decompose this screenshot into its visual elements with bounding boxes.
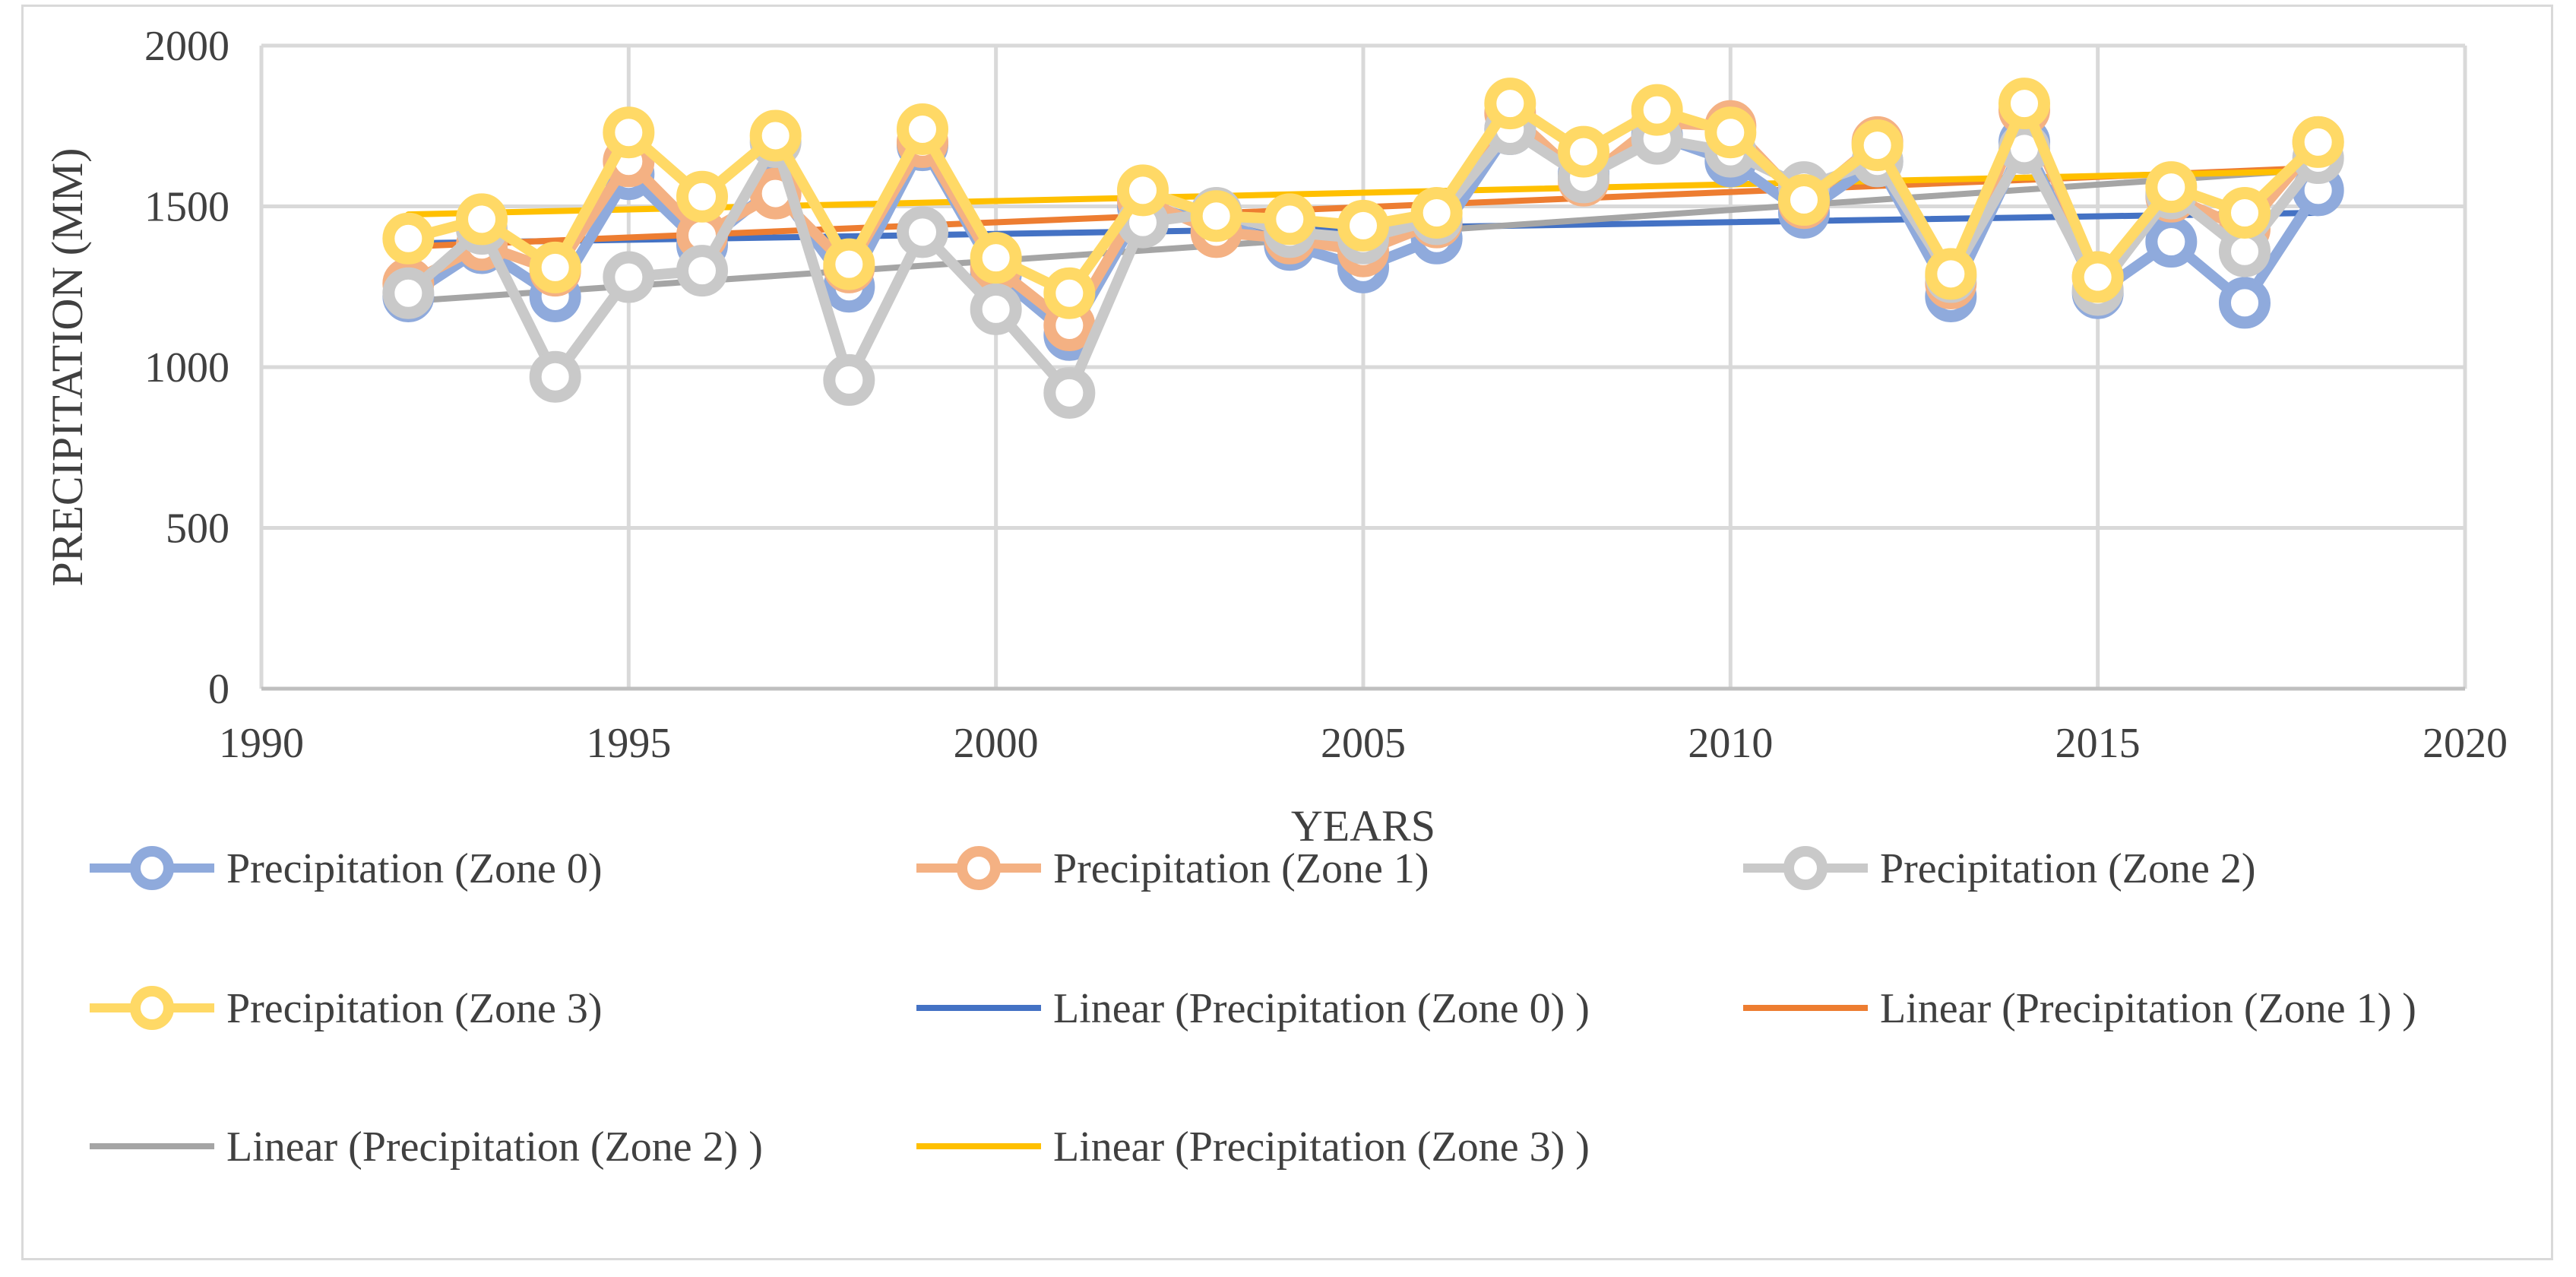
y-tick-label: 1500 — [144, 184, 229, 231]
legend-label: Precipitation (Zone 3) — [226, 985, 603, 1032]
data-point-zone-2 — [603, 251, 655, 303]
data-point-zone-2 — [823, 353, 875, 406]
data-point-zone-3 — [1190, 190, 1242, 242]
series-zone-3 — [382, 78, 2344, 319]
legend-label: Linear (Precipitation (Zone 2) ) — [226, 1123, 763, 1171]
data-point-zone-3 — [1337, 199, 1389, 252]
y-tick-label: 500 — [166, 505, 229, 553]
data-point-zone-3 — [1704, 106, 1757, 159]
legend-item: Precipitation (Zone 3) — [90, 985, 603, 1032]
data-point-zone-2 — [676, 245, 728, 297]
legend-item: Linear (Precipitation (Zone 3) ) — [916, 1123, 1590, 1171]
data-point-zone-2 — [897, 206, 948, 258]
data-point-zone-2 — [1043, 366, 1096, 419]
data-point-zone-3 — [1998, 78, 2050, 130]
x-tick-label: 2005 — [1321, 720, 1406, 767]
legend-item: Linear (Precipitation (Zone 2) ) — [90, 1123, 763, 1171]
x-axis-title: YEARS — [1291, 801, 1435, 851]
data-point-zone-3 — [1410, 186, 1463, 239]
data-point-zone-3 — [970, 232, 1022, 284]
legend-item: Linear (Precipitation (Zone 0) ) — [916, 985, 1590, 1032]
data-point-zone-3 — [1851, 119, 1904, 172]
x-tick-label: 2000 — [954, 720, 1039, 767]
legend-label: Precipitation (Zone 0) — [226, 845, 603, 892]
y-tick-label: 0 — [208, 666, 229, 713]
tick-labels: 0 500 1000 1500 2000 1990 1995 2000 2005 2010 2015… — [144, 23, 2508, 767]
data-point-zone-3 — [2145, 161, 2198, 214]
data-point-zone-0 — [2145, 216, 2198, 268]
x-tick-label: 1990 — [219, 720, 304, 767]
data-point-zone-3 — [1778, 174, 1830, 227]
y-tick-label: 1000 — [144, 344, 229, 391]
grid-lines — [259, 43, 2467, 691]
data-point-zone-3 — [456, 193, 508, 246]
legend: Precipitation (Zone 0) Precipitation (Zon… — [90, 845, 2416, 1171]
data-point-zone-3 — [1925, 248, 1977, 300]
data-point-zone-3 — [2071, 251, 2124, 303]
data-point-zone-3 — [1631, 84, 1683, 136]
legend-swatch-marker — [130, 846, 174, 890]
data-point-zone-3 — [2292, 116, 2344, 168]
data-point-zone-3 — [603, 106, 655, 159]
data-point-zone-3 — [382, 212, 435, 265]
data-point-zone-0 — [2219, 277, 2271, 329]
legend-swatch-marker — [1783, 846, 1828, 890]
data-point-zone-3 — [823, 238, 875, 290]
data-point-zone-3 — [1484, 78, 1536, 130]
data-point-zone-3 — [676, 170, 728, 223]
data-point-zone-3 — [897, 103, 948, 155]
legend-label: Precipitation (Zone 1) — [1053, 845, 1429, 892]
legend-label: Precipitation (Zone 2) — [1880, 845, 2256, 892]
data-point-zone-3 — [1558, 125, 1609, 178]
data-point-zone-3 — [1043, 267, 1096, 319]
legend-item: Precipitation (Zone 2) — [1743, 845, 2256, 892]
legend-label: Linear (Precipitation (Zone 3) ) — [1053, 1123, 1590, 1171]
legend-item: Precipitation (Zone 1) — [916, 845, 1429, 892]
legend-label: Linear (Precipitation (Zone 1) ) — [1880, 985, 2416, 1032]
data-point-zone-3 — [529, 241, 581, 293]
x-tick-label: 1995 — [586, 720, 671, 767]
legend-item: Linear (Precipitation (Zone 1) ) — [1743, 985, 2416, 1032]
legend-swatch-marker — [130, 986, 174, 1030]
data-point-zone-2 — [970, 283, 1022, 335]
data-point-zone-3 — [1264, 193, 1316, 246]
data-point-zone-3 — [749, 109, 802, 162]
data-point-zone-2 — [382, 267, 435, 319]
x-tick-label: 2010 — [1688, 720, 1773, 767]
data-point-zone-3 — [1117, 164, 1169, 217]
legend-item: Precipitation (Zone 0) — [90, 845, 603, 892]
data-series — [382, 78, 2344, 419]
data-point-zone-3 — [2219, 186, 2271, 239]
data-point-zone-2 — [529, 350, 581, 403]
legend-swatch-marker — [957, 846, 1001, 890]
x-tick-label: 2015 — [2055, 720, 2141, 767]
x-tick-label: 2020 — [2423, 720, 2508, 767]
y-axis-title: PRECIPITATION (MM) — [43, 148, 92, 587]
legend-label: Linear (Precipitation (Zone 0) ) — [1053, 985, 1590, 1032]
y-tick-label: 2000 — [144, 23, 229, 70]
